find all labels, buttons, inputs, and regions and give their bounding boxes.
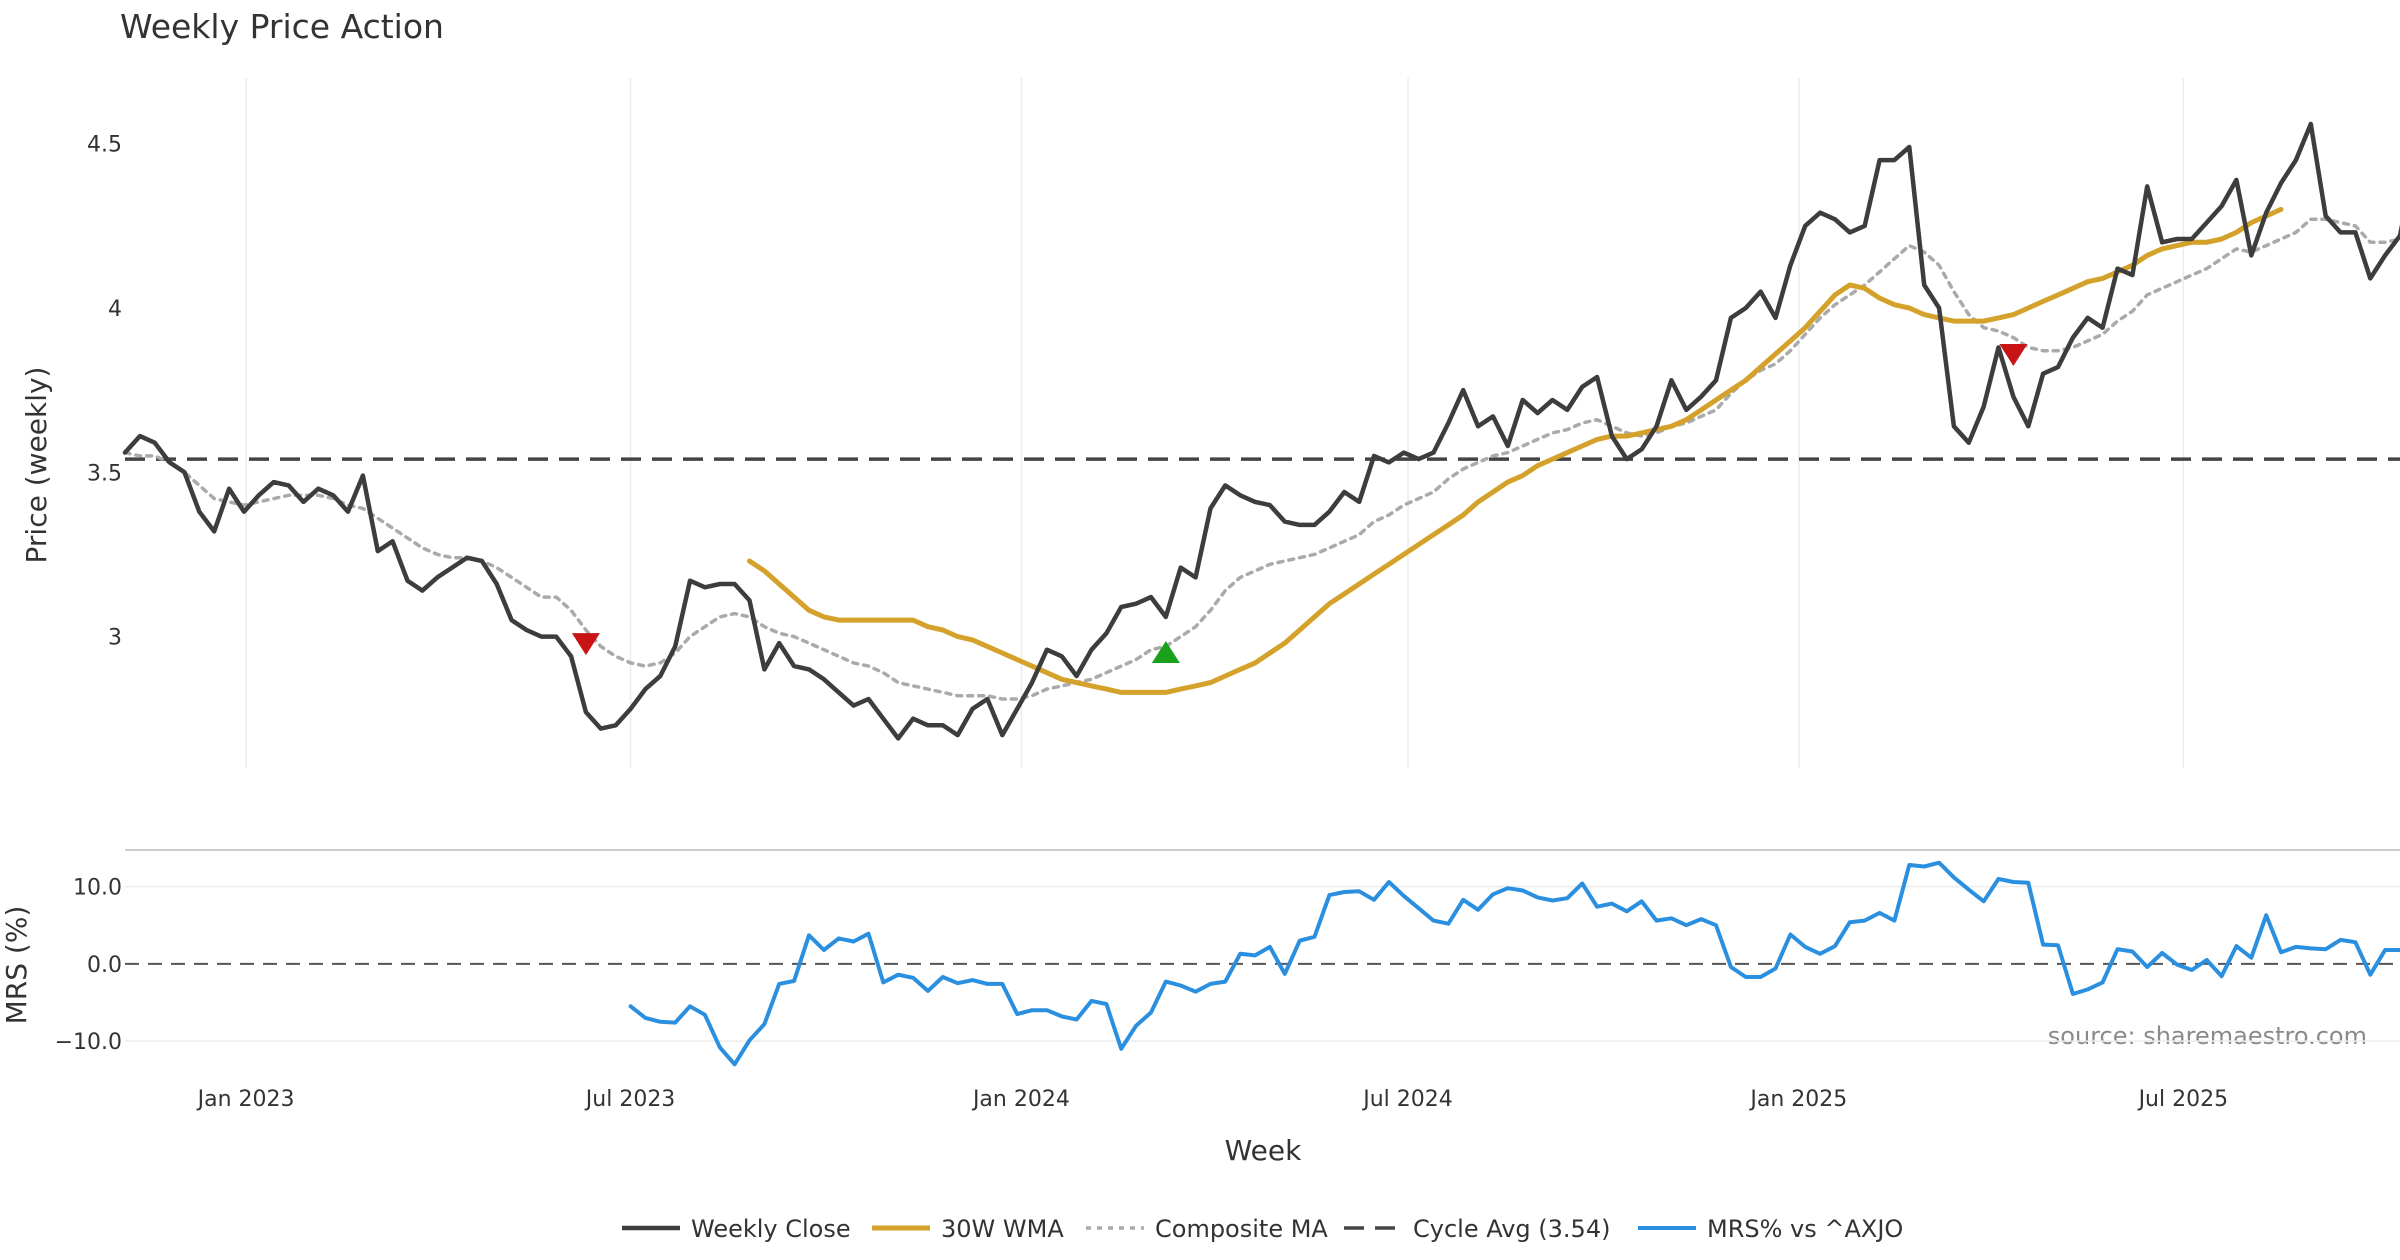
- price-y-tick-3: 4.5: [87, 133, 122, 158]
- mrs-y-tick-2: −10.0: [55, 1030, 122, 1055]
- mrs-line: [628, 860, 2400, 1067]
- chart-title: Weekly Price Action: [120, 7, 444, 46]
- price-y-tick-1: 3.5: [87, 461, 122, 486]
- sell-signal-marker-2: [1999, 344, 2028, 366]
- legend: Weekly Close 30W WMA Composite MA Cycle Avg…: [622, 1215, 1903, 1243]
- price-y-axis-label: Price (weekly): [20, 367, 53, 564]
- mrs-y-tick-1: 0.0: [87, 953, 122, 978]
- price-y-tick-2: 4: [108, 297, 122, 322]
- composite-ma-line: [123, 217, 2400, 701]
- wma-line: [747, 206, 2284, 695]
- legend-label-close: Weekly Close: [691, 1215, 851, 1243]
- x-tick-1: Jul 2023: [584, 1087, 676, 1112]
- x-tick-3: Jul 2024: [1361, 1087, 1453, 1112]
- legend-label-wma: 30W WMA: [941, 1215, 1064, 1243]
- x-tick-4: Jan 2025: [1748, 1087, 1847, 1112]
- mrs-y-tick-0: 10.0: [73, 876, 122, 901]
- x-tick-labels: Jan 2023 Jul 2023 Jan 2024 Jul 2024 Jan 2025…: [196, 1087, 2228, 1112]
- weekly-close-line: [122, 121, 2400, 741]
- x-tick-0: Jan 2023: [196, 1087, 295, 1112]
- legend-label-composite: Composite MA: [1155, 1215, 1328, 1243]
- gridlines: [125, 78, 2400, 1042]
- source-note: source: sharemaestro.com: [2048, 1022, 2367, 1050]
- y-tick-labels: 3 3.5 4 4.5 10.0 0.0 −10.0: [55, 133, 122, 1055]
- buy-signal-marker-1: [1151, 641, 1180, 663]
- signal-markers: [571, 344, 2028, 663]
- x-tick-2: Jan 2024: [971, 1087, 1070, 1112]
- x-tick-5: Jul 2025: [2137, 1087, 2229, 1112]
- mrs-y-axis-label: MRS (%): [0, 906, 33, 1025]
- x-axis-label: Week: [1225, 1134, 1302, 1167]
- price-y-tick-0: 3: [108, 626, 122, 651]
- series-lines: [122, 121, 2400, 1067]
- legend-label-cycle: Cycle Avg (3.54): [1413, 1215, 1610, 1243]
- legend-label-mrs: MRS% vs ^AXJO: [1707, 1215, 1903, 1243]
- sell-signal-marker-0: [571, 633, 600, 656]
